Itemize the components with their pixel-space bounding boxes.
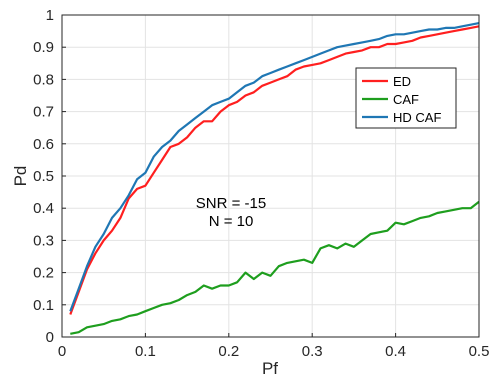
- y-tick-label: 0.6: [33, 136, 54, 153]
- y-tick-label: 0: [46, 329, 54, 346]
- y-tick-label: 0.7: [33, 104, 54, 121]
- x-tick-label: 0.4: [385, 343, 406, 360]
- y-tick-label: 0.4: [33, 200, 54, 217]
- legend-label-ed: ED: [393, 74, 411, 89]
- y-tick-label: 1: [46, 7, 54, 24]
- y-axis-label: Pd: [11, 166, 30, 187]
- annotation-n: N = 10: [209, 213, 254, 230]
- legend-label-hd-caf: HD CAF: [393, 110, 441, 125]
- x-axis-label: Pf: [262, 359, 278, 378]
- x-tick-label: 0.5: [469, 343, 490, 360]
- x-tick-label: 0.2: [218, 343, 239, 360]
- series-line-caf: [70, 200, 480, 335]
- y-tick-label: 0.3: [33, 232, 54, 249]
- y-tick-label: 0.8: [33, 71, 54, 88]
- y-tick-label: 0.2: [33, 265, 54, 282]
- y-tick-label: 0.9: [33, 39, 54, 56]
- x-tick-label: 0.3: [302, 343, 323, 360]
- series-line-hd-caf: [69, 22, 480, 312]
- tick-labels: 0 0.1 0.2 0.3 0.4 0.5 0 0.1 0.2 0.3 0.4 0.5 0.6 0.7 0.…: [33, 7, 489, 360]
- axis-ticks: [61, 14, 480, 338]
- series-layer: [69, 22, 480, 335]
- legend: ED CAF HD CAF: [355, 67, 457, 129]
- legend-label-caf: CAF: [393, 92, 419, 107]
- y-tick-label: 0.1: [33, 297, 54, 314]
- y-tick-label: 0.5: [33, 168, 54, 185]
- series-line-ed: [69, 25, 480, 315]
- annotation-snr: SNR = -15: [196, 195, 266, 212]
- x-tick-label: 0: [58, 343, 66, 360]
- x-tick-label: 0.1: [135, 343, 156, 360]
